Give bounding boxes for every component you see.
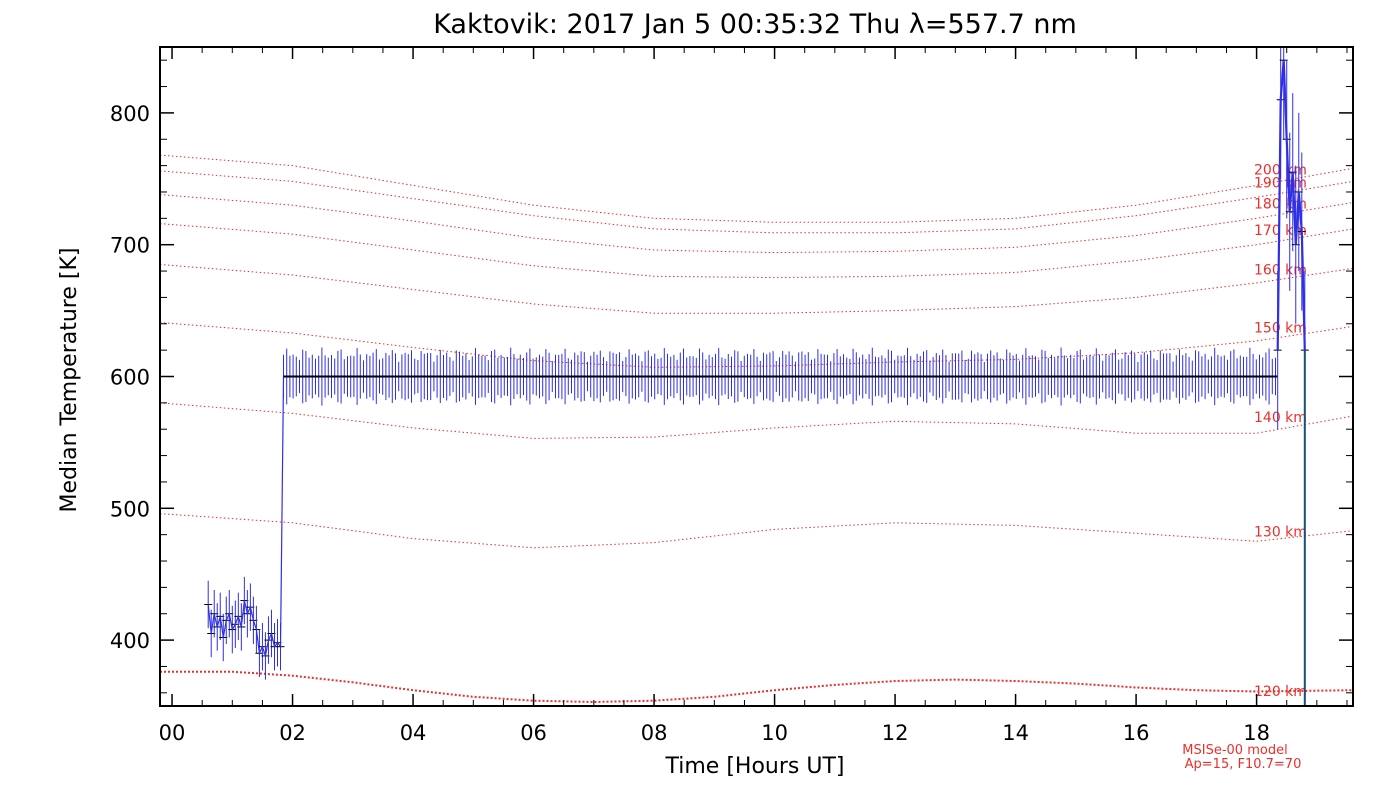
chart-title: Kaktovik: 2017 Jan 5 00:35:32 Thu λ=557.… bbox=[433, 9, 1077, 40]
model-curve-label: 150 km bbox=[1254, 320, 1307, 336]
y-tick-label: 400 bbox=[110, 629, 150, 653]
x-tick-label: 08 bbox=[641, 721, 668, 745]
model-curve-150-km bbox=[160, 322, 1353, 368]
model-note-line-2: Ap=15, F10.7=70 bbox=[1185, 757, 1302, 772]
x-tick-label: 00 bbox=[159, 721, 186, 745]
y-tick-label: 500 bbox=[110, 497, 150, 521]
x-tick-label: 12 bbox=[882, 721, 909, 745]
model-curve-140-km bbox=[160, 402, 1353, 439]
model-note-line-1: MSISe-00 model bbox=[1182, 743, 1287, 758]
x-tick-label: 04 bbox=[400, 721, 427, 745]
x-tick-label: 14 bbox=[1002, 721, 1029, 745]
model-curve-170-km bbox=[160, 223, 1353, 279]
y-tick-label: 600 bbox=[110, 366, 150, 390]
y-tick-label: 700 bbox=[110, 234, 150, 258]
series-jump-line bbox=[279, 376, 285, 647]
model-curve-190-km bbox=[160, 170, 1353, 234]
y-axis-title: Median Temperature [K] bbox=[57, 248, 82, 513]
model-curve-130-km bbox=[160, 513, 1353, 549]
early-series-line bbox=[207, 600, 281, 659]
model-curve-label: 120 km bbox=[1254, 684, 1307, 700]
model-curve-160-km bbox=[160, 264, 1353, 314]
model-curve-label: 170 km bbox=[1254, 223, 1307, 239]
x-axis-title: Time [Hours UT] bbox=[665, 754, 845, 779]
x-tick-label: 02 bbox=[279, 721, 306, 745]
model-curve-label: 140 km bbox=[1254, 410, 1307, 426]
model-curve-label: 130 km bbox=[1254, 525, 1307, 541]
model-curve-120-km bbox=[160, 670, 1353, 704]
late-series-line bbox=[1276, 60, 1306, 351]
y-tick-label: 800 bbox=[110, 102, 150, 126]
x-tick-label: 10 bbox=[761, 721, 788, 745]
x-tick-label: 18 bbox=[1243, 721, 1270, 745]
x-tick-label: 16 bbox=[1123, 721, 1150, 745]
model-curve-180-km bbox=[160, 194, 1353, 254]
x-tick-label: 06 bbox=[520, 721, 547, 745]
model-curve-label: 160 km bbox=[1254, 262, 1307, 278]
